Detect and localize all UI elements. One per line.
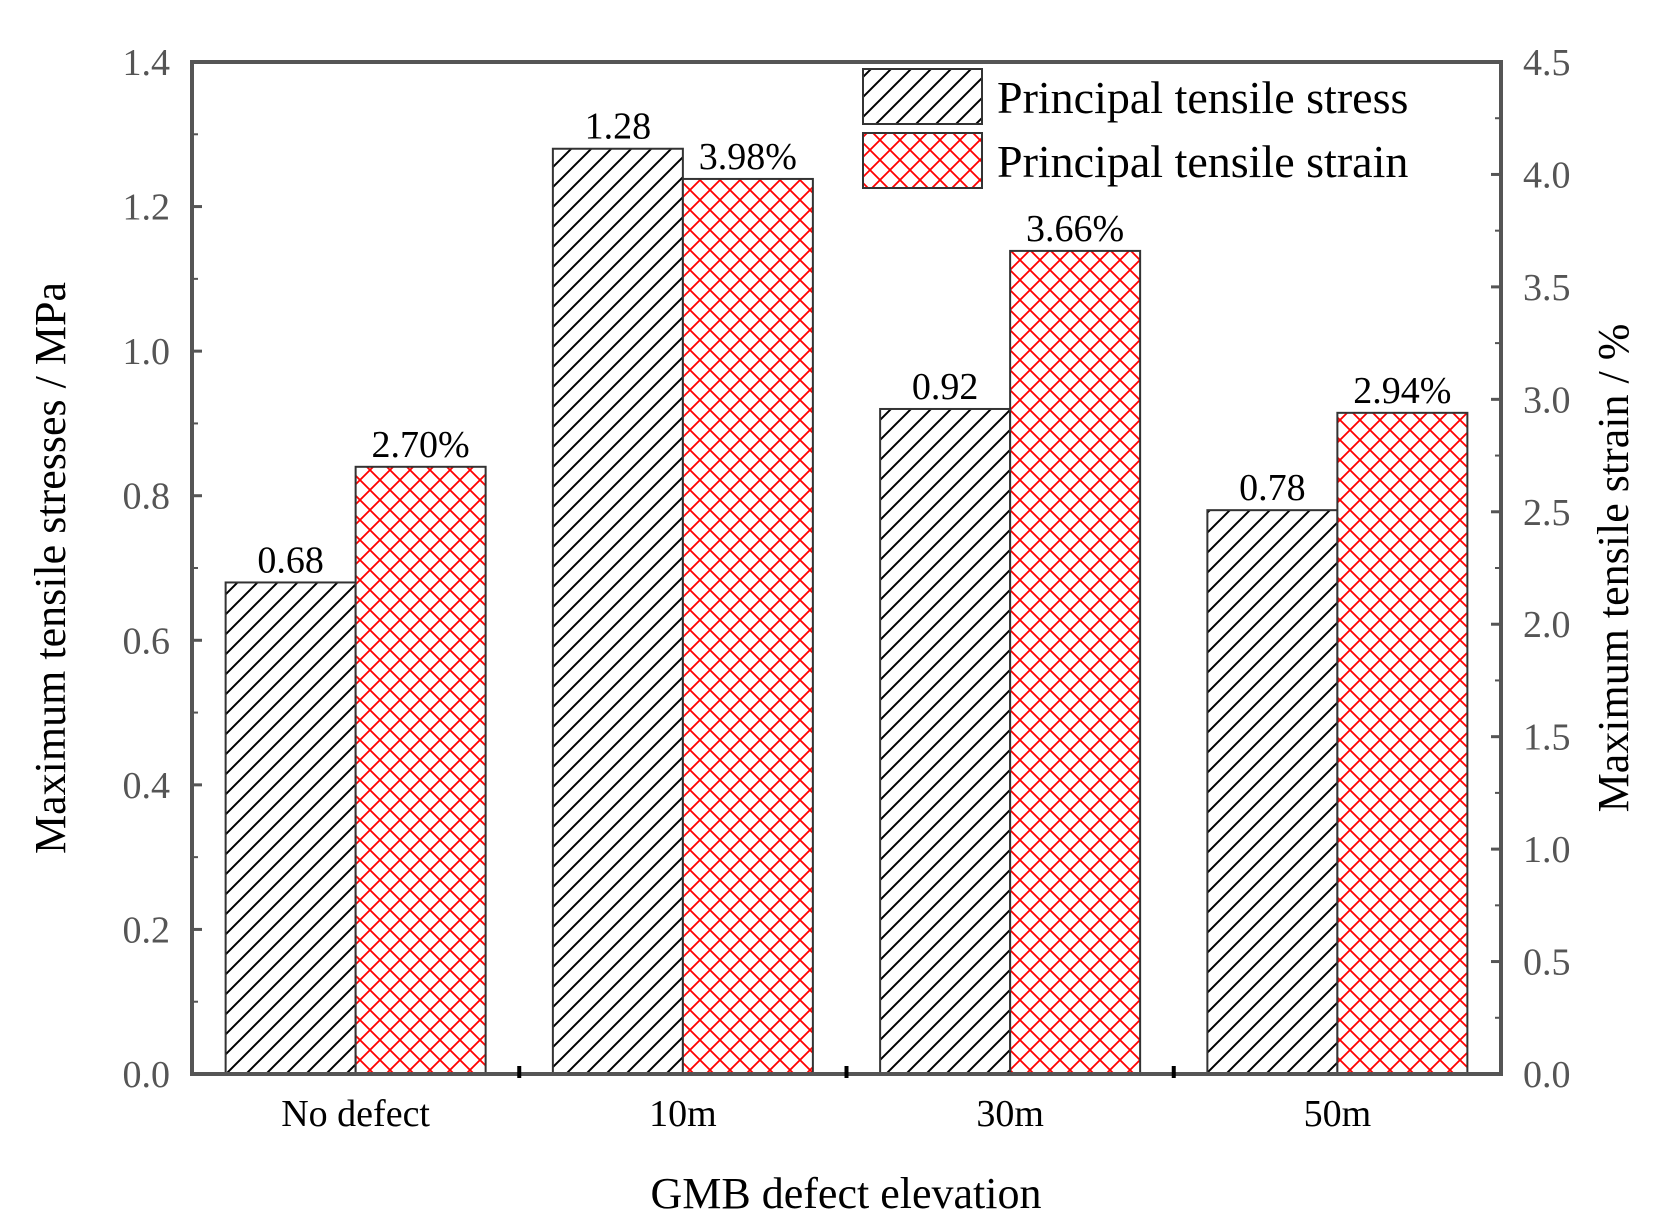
y-tick-label-0: 0.0: [123, 1054, 171, 1096]
x-axis-title: GMB defect elevation: [651, 1169, 1042, 1218]
y-tick-label-2: 0.4: [123, 765, 171, 807]
strain-value-label-3: 2.94%: [1353, 370, 1451, 412]
legend-swatch-strain: [862, 132, 983, 189]
y-tick-label-3: 0.6: [123, 620, 171, 662]
x-tick-label-0: No defect: [281, 1093, 430, 1135]
bars-group: [224, 147, 1469, 1076]
x-tick-label-3: 50m: [1304, 1093, 1372, 1135]
y2-tick-label-2: 1.0: [1523, 829, 1571, 871]
y2-tick-label-5: 2.5: [1523, 492, 1571, 534]
strain-bar-3: [1336, 411, 1469, 1075]
y-tick-label-4: 0.8: [123, 476, 171, 518]
y2-tick-label-8: 4.0: [1523, 154, 1571, 196]
y2-tick-label-6: 3.0: [1523, 379, 1571, 421]
strain-value-label-2: 3.66%: [1026, 208, 1124, 250]
strain-bar-2: [1009, 249, 1142, 1075]
stress-bar-3: [1206, 509, 1339, 1075]
y-tick-label-7: 1.4: [123, 42, 171, 84]
y-axis-title: Maximum tensile stresses / MPa: [26, 282, 75, 854]
x-tick-label-1: 10m: [649, 1093, 717, 1135]
legend: Principal tensile stress Principal tensi…: [862, 68, 1408, 189]
stress-value-label-0: 0.68: [257, 539, 324, 581]
axis-tick-labels: 0.0 0.2 0.4 0.6 0.8 1.0 1.2 1.4 0.0 0.5 1.0 1.5 2.0 2…: [123, 42, 1571, 1135]
stress-value-label-3: 0.78: [1239, 467, 1306, 509]
strain-value-label-0: 2.70%: [372, 424, 470, 466]
stress-bar-1: [551, 147, 684, 1075]
y2-tick-label-7: 3.5: [1523, 267, 1571, 309]
strain-value-label-1: 3.98%: [699, 136, 797, 178]
legend-label-strain: Principal tensile strain: [997, 136, 1408, 187]
y2-axis-title: Maximum tensile strain / %: [1589, 324, 1638, 813]
y2-tick-label-4: 2.0: [1523, 604, 1571, 646]
stress-value-label-1: 1.28: [585, 106, 652, 148]
stress-bar-2: [879, 407, 1012, 1075]
x-tick-label-2: 30m: [976, 1093, 1044, 1135]
stress-value-label-2: 0.92: [912, 366, 979, 408]
y-tick-label-6: 1.2: [123, 187, 171, 229]
y-tick-label-5: 1.0: [123, 331, 171, 373]
y2-tick-label-3: 1.5: [1523, 717, 1571, 759]
strain-bar-0: [354, 465, 487, 1075]
strain-bar-1: [681, 177, 814, 1076]
y2-tick-label-9: 4.5: [1523, 42, 1571, 84]
y2-tick-label-0: 0.0: [1523, 1054, 1571, 1096]
data-labels-group: 0.68 2.70% 1.28 3.98% 0.92 3.66% 0.78 2.94%: [257, 106, 1451, 582]
legend-label-stress: Principal tensile stress: [997, 72, 1408, 123]
axis-ticks: [192, 60, 1501, 1078]
legend-swatch-stress: [862, 68, 983, 125]
stress-bar-0: [224, 581, 357, 1075]
y-tick-label-1: 0.2: [123, 909, 171, 951]
y2-tick-label-1: 0.5: [1523, 942, 1571, 984]
